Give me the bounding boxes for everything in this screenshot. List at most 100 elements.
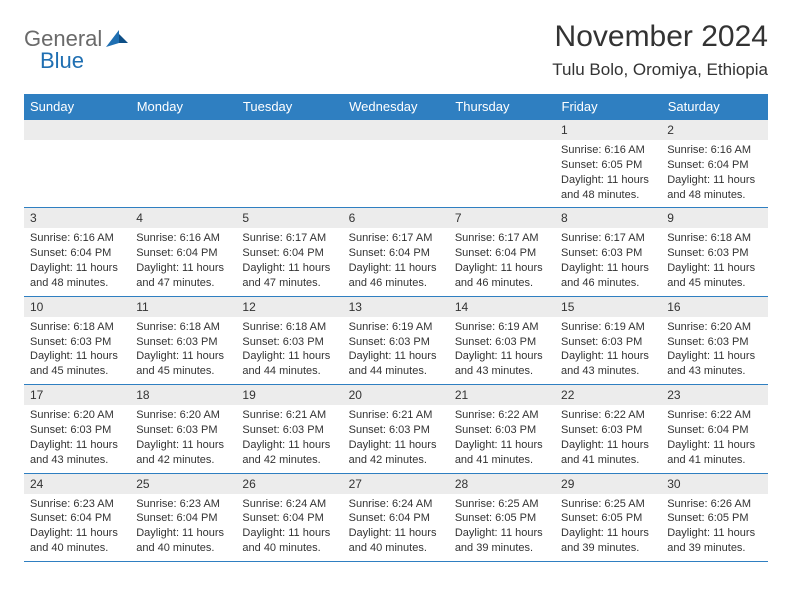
sunrise-text: Sunrise: 6:23 AM bbox=[136, 497, 230, 512]
daylight-text: Daylight: 11 hours and 45 minutes. bbox=[667, 261, 761, 291]
sunset-text: Sunset: 6:03 PM bbox=[242, 423, 336, 438]
day-number: 15 bbox=[555, 296, 661, 317]
daylight-text: Daylight: 11 hours and 40 minutes. bbox=[349, 526, 443, 556]
day-cell: Sunrise: 6:16 AMSunset: 6:04 PMDaylight:… bbox=[24, 228, 130, 296]
day-number: 29 bbox=[555, 473, 661, 494]
sunset-text: Sunset: 6:04 PM bbox=[136, 246, 230, 261]
day-number: 14 bbox=[449, 296, 555, 317]
sunset-text: Sunset: 6:05 PM bbox=[561, 511, 655, 526]
sunset-text: Sunset: 6:04 PM bbox=[30, 246, 124, 261]
day-header: Friday bbox=[555, 94, 661, 120]
sunrise-text: Sunrise: 6:18 AM bbox=[30, 320, 124, 335]
daynum-row: 17181920212223 bbox=[24, 385, 768, 406]
sunset-text: Sunset: 6:03 PM bbox=[30, 423, 124, 438]
day-cell: Sunrise: 6:21 AMSunset: 6:03 PMDaylight:… bbox=[343, 405, 449, 473]
daylight-text: Daylight: 11 hours and 41 minutes. bbox=[561, 438, 655, 468]
day-number: 19 bbox=[236, 385, 342, 406]
day-cell: Sunrise: 6:22 AMSunset: 6:03 PMDaylight:… bbox=[449, 405, 555, 473]
sunrise-text: Sunrise: 6:18 AM bbox=[667, 231, 761, 246]
daylight-text: Daylight: 11 hours and 40 minutes. bbox=[242, 526, 336, 556]
day-cell bbox=[449, 140, 555, 208]
calendar-body: 12Sunrise: 6:16 AMSunset: 6:05 PMDayligh… bbox=[24, 120, 768, 562]
daylight-text: Daylight: 11 hours and 42 minutes. bbox=[242, 438, 336, 468]
day-number: 26 bbox=[236, 473, 342, 494]
day-header-row: Sunday Monday Tuesday Wednesday Thursday… bbox=[24, 94, 768, 120]
daylight-text: Daylight: 11 hours and 45 minutes. bbox=[136, 349, 230, 379]
day-number: 22 bbox=[555, 385, 661, 406]
daylight-text: Daylight: 11 hours and 42 minutes. bbox=[349, 438, 443, 468]
sunrise-text: Sunrise: 6:20 AM bbox=[30, 408, 124, 423]
sunrise-text: Sunrise: 6:22 AM bbox=[561, 408, 655, 423]
daylight-text: Daylight: 11 hours and 48 minutes. bbox=[561, 173, 655, 203]
sunrise-text: Sunrise: 6:22 AM bbox=[667, 408, 761, 423]
detail-row: Sunrise: 6:20 AMSunset: 6:03 PMDaylight:… bbox=[24, 405, 768, 473]
sunrise-text: Sunrise: 6:17 AM bbox=[455, 231, 549, 246]
sunset-text: Sunset: 6:03 PM bbox=[561, 246, 655, 261]
sunrise-text: Sunrise: 6:23 AM bbox=[30, 497, 124, 512]
daylight-text: Daylight: 11 hours and 40 minutes. bbox=[30, 526, 124, 556]
sunset-text: Sunset: 6:03 PM bbox=[242, 335, 336, 350]
sunrise-text: Sunrise: 6:18 AM bbox=[136, 320, 230, 335]
sunrise-text: Sunrise: 6:19 AM bbox=[455, 320, 549, 335]
sunset-text: Sunset: 6:04 PM bbox=[242, 511, 336, 526]
day-cell bbox=[130, 140, 236, 208]
daylight-text: Daylight: 11 hours and 46 minutes. bbox=[455, 261, 549, 291]
day-header: Monday bbox=[130, 94, 236, 120]
day-cell: Sunrise: 6:20 AMSunset: 6:03 PMDaylight:… bbox=[661, 317, 767, 385]
day-cell: Sunrise: 6:16 AMSunset: 6:04 PMDaylight:… bbox=[661, 140, 767, 208]
page-title: November 2024 bbox=[552, 20, 768, 54]
sunset-text: Sunset: 6:04 PM bbox=[136, 511, 230, 526]
day-cell bbox=[24, 140, 130, 208]
sunrise-text: Sunrise: 6:19 AM bbox=[561, 320, 655, 335]
day-cell: Sunrise: 6:22 AMSunset: 6:03 PMDaylight:… bbox=[555, 405, 661, 473]
day-cell: Sunrise: 6:19 AMSunset: 6:03 PMDaylight:… bbox=[555, 317, 661, 385]
sunrise-text: Sunrise: 6:17 AM bbox=[242, 231, 336, 246]
day-number: 10 bbox=[24, 296, 130, 317]
sunset-text: Sunset: 6:03 PM bbox=[136, 335, 230, 350]
day-number: 27 bbox=[343, 473, 449, 494]
sunset-text: Sunset: 6:03 PM bbox=[667, 335, 761, 350]
sunset-text: Sunset: 6:03 PM bbox=[349, 335, 443, 350]
sunrise-text: Sunrise: 6:24 AM bbox=[242, 497, 336, 512]
day-number bbox=[343, 120, 449, 141]
sunrise-text: Sunrise: 6:20 AM bbox=[667, 320, 761, 335]
day-number: 4 bbox=[130, 208, 236, 229]
day-cell: Sunrise: 6:23 AMSunset: 6:04 PMDaylight:… bbox=[24, 494, 130, 562]
day-number: 6 bbox=[343, 208, 449, 229]
sunset-text: Sunset: 6:03 PM bbox=[136, 423, 230, 438]
day-cell: Sunrise: 6:17 AMSunset: 6:04 PMDaylight:… bbox=[343, 228, 449, 296]
sunrise-text: Sunrise: 6:21 AM bbox=[349, 408, 443, 423]
day-cell: Sunrise: 6:16 AMSunset: 6:04 PMDaylight:… bbox=[130, 228, 236, 296]
day-number bbox=[130, 120, 236, 141]
location-label: Tulu Bolo, Oromiya, Ethiopia bbox=[552, 60, 768, 80]
sunset-text: Sunset: 6:03 PM bbox=[561, 335, 655, 350]
daylight-text: Daylight: 11 hours and 45 minutes. bbox=[30, 349, 124, 379]
day-number: 1 bbox=[555, 120, 661, 141]
day-number: 5 bbox=[236, 208, 342, 229]
daylight-text: Daylight: 11 hours and 41 minutes. bbox=[667, 438, 761, 468]
daylight-text: Daylight: 11 hours and 39 minutes. bbox=[667, 526, 761, 556]
sunset-text: Sunset: 6:04 PM bbox=[30, 511, 124, 526]
sunrise-text: Sunrise: 6:16 AM bbox=[561, 143, 655, 158]
daylight-text: Daylight: 11 hours and 48 minutes. bbox=[30, 261, 124, 291]
sunset-text: Sunset: 6:04 PM bbox=[349, 511, 443, 526]
sunrise-text: Sunrise: 6:25 AM bbox=[455, 497, 549, 512]
title-block: November 2024 Tulu Bolo, Oromiya, Ethiop… bbox=[552, 20, 768, 80]
day-cell: Sunrise: 6:21 AMSunset: 6:03 PMDaylight:… bbox=[236, 405, 342, 473]
day-number: 3 bbox=[24, 208, 130, 229]
day-header: Tuesday bbox=[236, 94, 342, 120]
sunset-text: Sunset: 6:03 PM bbox=[561, 423, 655, 438]
day-number: 20 bbox=[343, 385, 449, 406]
day-number: 13 bbox=[343, 296, 449, 317]
daylight-text: Daylight: 11 hours and 48 minutes. bbox=[667, 173, 761, 203]
daylight-text: Daylight: 11 hours and 44 minutes. bbox=[242, 349, 336, 379]
day-cell: Sunrise: 6:19 AMSunset: 6:03 PMDaylight:… bbox=[449, 317, 555, 385]
daylight-text: Daylight: 11 hours and 46 minutes. bbox=[561, 261, 655, 291]
sunset-text: Sunset: 6:04 PM bbox=[667, 423, 761, 438]
day-header: Sunday bbox=[24, 94, 130, 120]
day-number: 7 bbox=[449, 208, 555, 229]
logo-text-2: Blue bbox=[40, 48, 84, 74]
daylight-text: Daylight: 11 hours and 43 minutes. bbox=[561, 349, 655, 379]
daylight-text: Daylight: 11 hours and 46 minutes. bbox=[349, 261, 443, 291]
sunrise-text: Sunrise: 6:18 AM bbox=[242, 320, 336, 335]
